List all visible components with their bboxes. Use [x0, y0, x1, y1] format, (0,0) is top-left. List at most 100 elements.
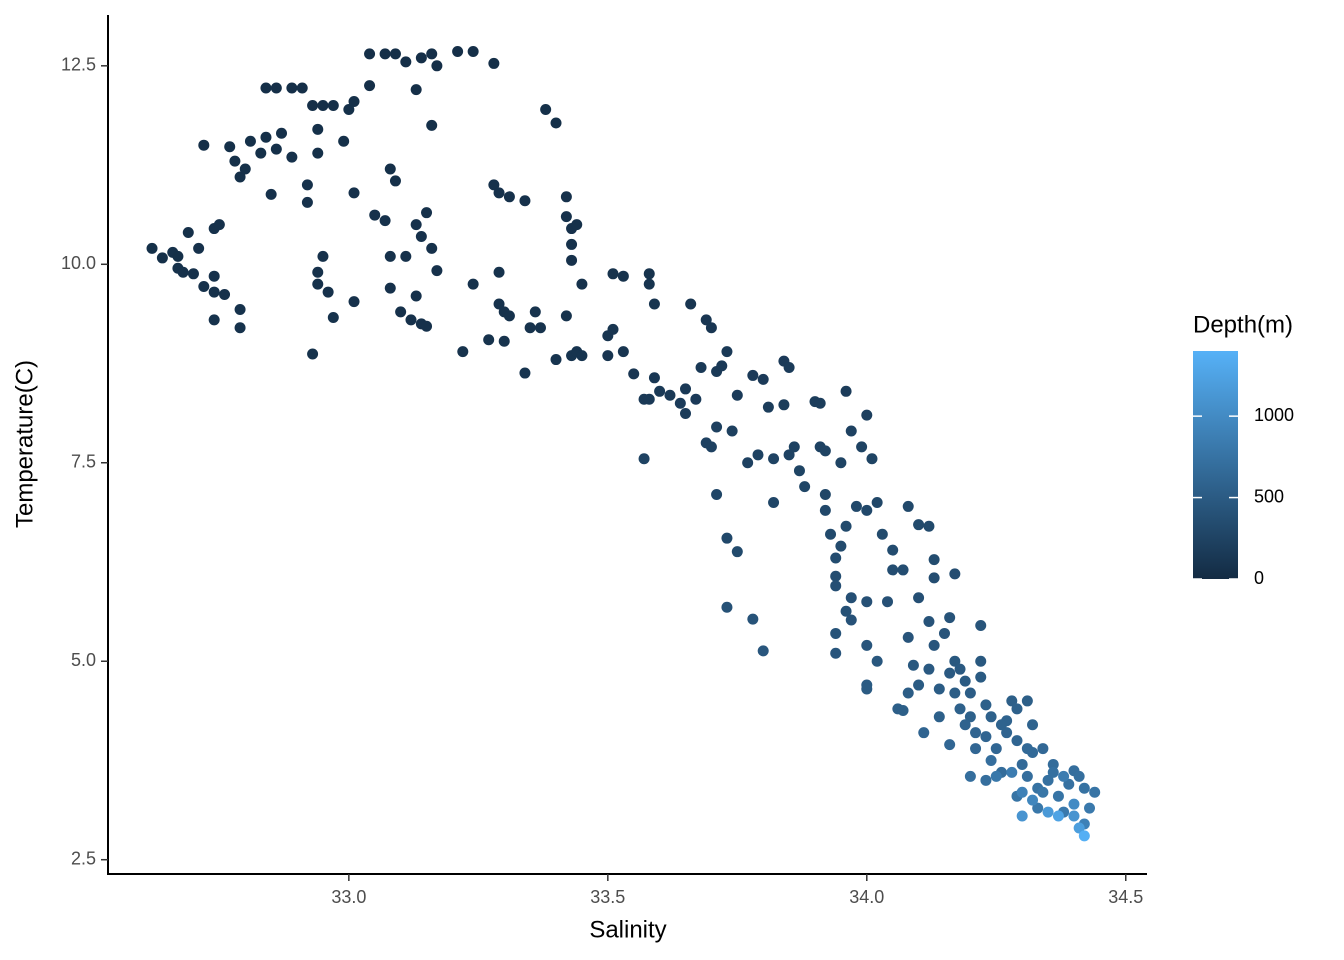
point — [270, 82, 282, 94]
point — [923, 520, 935, 532]
point — [405, 314, 417, 326]
point — [840, 520, 852, 532]
point — [338, 135, 350, 147]
point — [177, 266, 189, 278]
point — [783, 361, 795, 373]
point — [654, 385, 666, 397]
point — [861, 683, 873, 695]
point — [980, 699, 992, 711]
point — [954, 663, 966, 675]
point — [918, 727, 930, 739]
point — [778, 399, 790, 411]
point — [234, 171, 246, 183]
point — [1052, 790, 1064, 802]
point — [913, 519, 925, 531]
point — [980, 774, 992, 786]
point — [742, 457, 754, 469]
point — [643, 278, 655, 290]
point — [1032, 802, 1044, 814]
point — [457, 346, 469, 358]
point — [721, 601, 733, 613]
point — [364, 48, 376, 60]
point — [949, 568, 961, 580]
point — [395, 306, 407, 318]
point — [964, 687, 976, 699]
point — [519, 367, 531, 379]
point — [897, 704, 909, 716]
point — [421, 207, 433, 219]
point — [1006, 695, 1018, 707]
point — [1078, 830, 1090, 842]
point — [830, 552, 842, 564]
point — [871, 496, 883, 508]
point — [835, 540, 847, 552]
point — [1073, 822, 1085, 834]
point — [711, 489, 723, 501]
point — [975, 655, 987, 667]
x-tick-label: 33.5 — [590, 887, 625, 907]
point — [529, 306, 541, 318]
point — [198, 139, 210, 151]
point — [1042, 774, 1054, 786]
point — [348, 296, 360, 308]
point — [705, 441, 717, 453]
point — [524, 322, 536, 334]
point — [493, 298, 505, 310]
point — [467, 46, 479, 58]
point — [674, 397, 686, 409]
point — [255, 147, 267, 159]
point — [970, 727, 982, 739]
point — [861, 596, 873, 608]
point — [301, 179, 313, 191]
point — [415, 52, 427, 64]
y-tick-label: 7.5 — [71, 452, 96, 472]
point — [819, 489, 831, 501]
point — [944, 612, 956, 624]
point — [793, 465, 805, 477]
point — [421, 320, 433, 332]
point — [384, 163, 396, 175]
point — [493, 187, 505, 199]
point — [307, 348, 319, 360]
point — [327, 100, 339, 112]
point — [726, 425, 738, 437]
point — [716, 360, 728, 372]
point — [949, 687, 961, 699]
point — [312, 266, 324, 278]
point — [768, 496, 780, 508]
point — [949, 655, 961, 667]
point — [747, 613, 759, 625]
point — [690, 393, 702, 405]
point — [566, 254, 578, 266]
point — [410, 219, 422, 231]
point — [296, 82, 308, 94]
point — [845, 425, 857, 437]
point — [871, 655, 883, 667]
point — [928, 572, 940, 584]
x-tick-label: 34.0 — [849, 887, 884, 907]
point — [970, 743, 982, 755]
point — [721, 346, 733, 358]
point — [234, 322, 246, 334]
y-tick-label: 10.0 — [61, 253, 96, 273]
point — [389, 175, 401, 187]
point — [400, 250, 412, 262]
point — [503, 191, 515, 203]
point — [866, 453, 878, 465]
legend-title: Depth(m) — [1193, 311, 1293, 338]
point — [830, 627, 842, 639]
point — [493, 266, 505, 278]
point — [959, 675, 971, 687]
point — [788, 441, 800, 453]
point — [348, 96, 360, 108]
point — [301, 196, 313, 208]
point — [384, 250, 396, 262]
point — [208, 314, 220, 326]
x-tick-label: 34.5 — [1108, 887, 1143, 907]
y-tick-label: 12.5 — [61, 55, 96, 75]
point — [384, 282, 396, 294]
point — [286, 82, 298, 94]
point — [400, 56, 412, 68]
point — [830, 570, 842, 582]
